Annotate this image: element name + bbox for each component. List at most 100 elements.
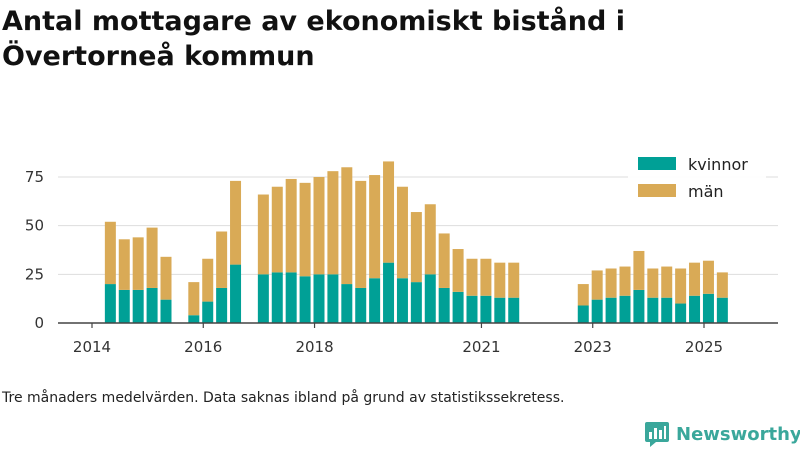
bar-man-14 [327, 171, 339, 275]
bar-kvinnor-28 [577, 305, 589, 323]
bar-man-21 [424, 204, 436, 275]
bar-kvinnor-16 [355, 287, 367, 323]
bar-kvinnor-4 [160, 299, 172, 323]
bar-kvinnor-24 [466, 295, 478, 323]
bar-kvinnor-0 [104, 284, 116, 323]
x-tick-label-2016: 2016 [184, 338, 222, 356]
brand-logo[interactable]: Newsworthy [644, 420, 800, 448]
bar-man-35 [675, 268, 687, 304]
bar-kvinnor-8 [230, 264, 242, 323]
bar-man-34 [661, 266, 673, 298]
bar-kvinnor-35 [675, 303, 687, 323]
bar-man-15 [341, 167, 353, 285]
bar-man-23 [452, 249, 464, 292]
bar-man-36 [689, 262, 701, 296]
bar-kvinnor-7 [216, 287, 228, 323]
chart-caption: Tre månaders medelvärden. Data saknas ib… [2, 390, 565, 406]
bar-kvinnor-15 [341, 284, 353, 323]
bar-kvinnor-19 [396, 278, 408, 323]
bar-kvinnor-33 [647, 297, 659, 323]
y-tick-label-0: 0 [34, 314, 44, 332]
x-tick-label-2021: 2021 [462, 338, 500, 356]
bar-kvinnor-20 [410, 282, 422, 323]
bar-man-9 [257, 194, 269, 275]
bar-kvinnor-23 [452, 291, 464, 323]
bar-man-19 [396, 186, 408, 279]
y-tick-label-50: 50 [25, 217, 44, 235]
bar-kvinnor-18 [383, 262, 395, 323]
bar-kvinnor-10 [271, 272, 283, 323]
bar-kvinnor-22 [438, 287, 450, 323]
y-tick-label-25: 25 [25, 265, 44, 283]
y-tick-labels: 0 25 50 75 [25, 168, 44, 332]
bar-kvinnor-26 [494, 297, 506, 323]
bar-man-38 [716, 272, 728, 298]
bar-man-8 [230, 180, 242, 265]
bar-man-3 [146, 227, 158, 288]
bar-man-27 [508, 262, 520, 298]
x-tick-label-2018: 2018 [295, 338, 333, 356]
bar-man-6 [202, 258, 214, 302]
newsworthy-icon [645, 422, 669, 447]
bar-kvinnor-30 [605, 297, 617, 323]
bar-man-22 [438, 233, 450, 288]
bar-kvinnor-32 [633, 289, 645, 323]
x-tick-label-2014: 2014 [73, 338, 111, 356]
bar-kvinnor-31 [619, 295, 631, 323]
bar-kvinnor-29 [591, 299, 603, 323]
x-ticks: 2014 2016 2018 2021 2023 2025 [73, 323, 723, 356]
x-tick-label-2023: 2023 [574, 338, 612, 356]
bar-kvinnor-36 [689, 295, 701, 323]
legend-swatch-kvinnor [638, 157, 676, 170]
bar-man-30 [605, 268, 617, 298]
bar-kvinnor-25 [480, 295, 492, 323]
legend-label-kvinnor: kvinnor [688, 155, 748, 174]
chart-title: Antal mottagare av ekonomiskt bistånd i … [2, 6, 625, 72]
bar-man-26 [494, 262, 506, 298]
bar-kvinnor-1 [118, 289, 130, 323]
bar-kvinnor-17 [369, 278, 381, 323]
bar-man-1 [118, 239, 130, 290]
bar-man-25 [480, 258, 492, 296]
bar-man-33 [647, 268, 659, 298]
bar-kvinnor-11 [285, 272, 297, 323]
bar-man-0 [104, 221, 116, 285]
bar-kvinnor-21 [424, 274, 436, 323]
bar-kvinnor-2 [132, 289, 144, 323]
bar-man-29 [591, 270, 603, 300]
bar-man-16 [355, 180, 367, 288]
stacked-bar-chart: 0 25 50 75 2014 2016 2018 2021 2023 2025 kvinnor… [24, 148, 778, 356]
legend-label-man: män [688, 182, 724, 201]
bar-kvinnor-14 [327, 274, 339, 323]
bar-kvinnor-5 [188, 315, 200, 323]
bar-kvinnor-34 [661, 297, 673, 323]
bar-man-28 [577, 284, 589, 306]
bar-man-7 [216, 231, 228, 288]
bar-kvinnor-12 [299, 276, 311, 323]
bar-kvinnor-13 [313, 274, 325, 323]
legend-swatch-man [638, 184, 676, 197]
brand-name: Newsworthy [676, 423, 800, 445]
bar-man-2 [132, 237, 144, 290]
bars [104, 161, 728, 323]
bar-man-13 [313, 177, 325, 275]
bar-kvinnor-3 [146, 287, 158, 323]
legend: kvinnor män [628, 148, 766, 208]
bar-man-5 [188, 282, 200, 316]
bar-man-20 [410, 212, 422, 283]
bar-man-4 [160, 256, 172, 300]
x-tick-label-2025: 2025 [685, 338, 723, 356]
bar-kvinnor-9 [257, 274, 269, 323]
y-tick-label-75: 75 [25, 168, 44, 186]
bar-kvinnor-38 [716, 297, 728, 323]
bar-man-12 [299, 182, 311, 277]
bar-kvinnor-37 [702, 293, 714, 323]
bar-man-17 [369, 175, 381, 279]
bar-man-37 [702, 260, 714, 294]
bar-man-24 [466, 258, 478, 296]
bar-kvinnor-6 [202, 301, 214, 323]
bar-man-11 [285, 178, 297, 273]
bar-man-10 [271, 186, 283, 273]
bar-man-32 [633, 250, 645, 290]
bar-kvinnor-27 [508, 297, 520, 323]
